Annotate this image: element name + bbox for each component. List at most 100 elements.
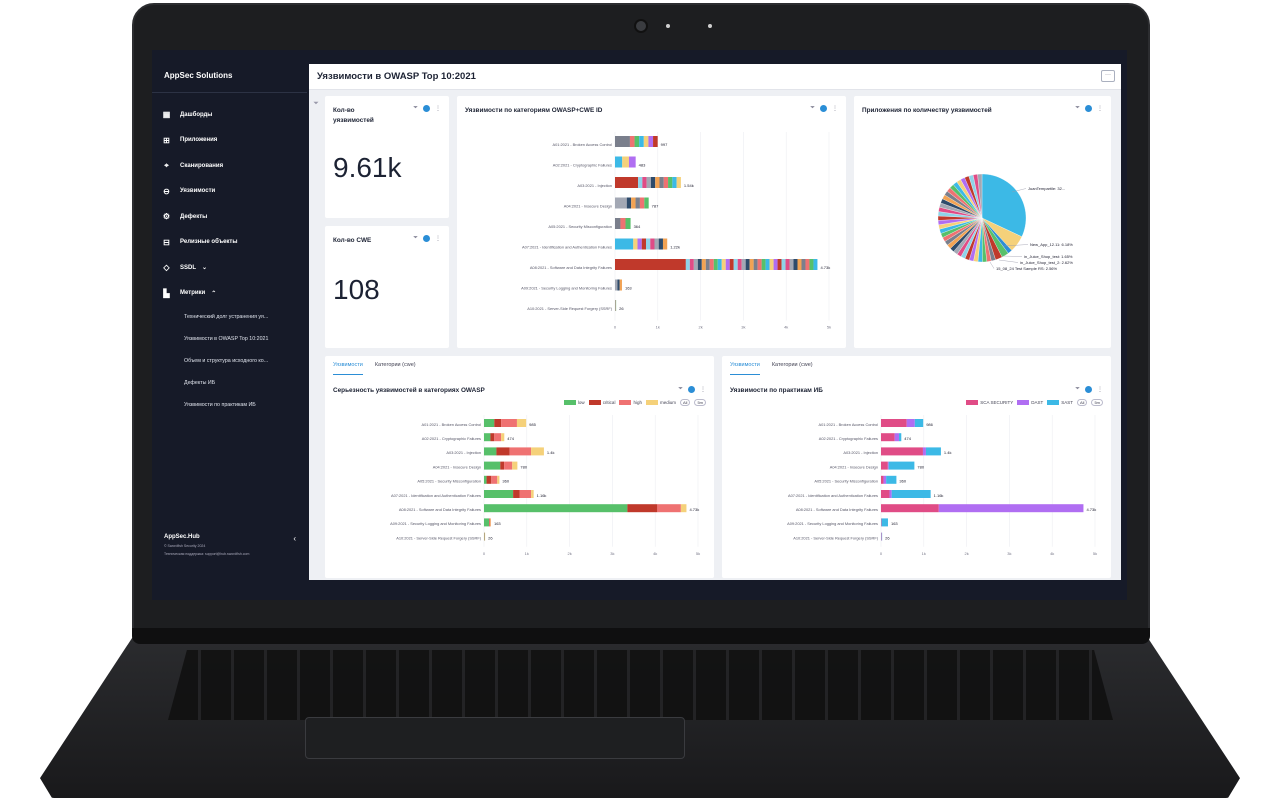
filter-icon[interactable]: ⏷ [1075,386,1080,392]
more-icon[interactable]: ⋮ [435,106,441,112]
bar-segment [489,518,491,527]
bar-segment [914,419,924,427]
collapse-sidebar-icon[interactable]: ‹ [293,534,296,543]
filter-icon[interactable]: ⏷ [413,235,418,241]
pill-5m[interactable]: 5m [1091,399,1103,406]
tab-categories-cwe[interactable]: Категории (cwe) [771,362,813,368]
x-tick-label: 0 [880,551,883,556]
bar-segment [672,177,677,188]
bar-segment [891,490,931,498]
sidebar-item-vulnerabilities[interactable]: ⊖ Уязвимости [162,179,302,205]
more-icon[interactable]: ⋮ [1097,106,1103,112]
bar-segment [617,279,620,291]
tab-vulnerabilities[interactable]: Уязвимости [730,362,760,375]
bar-segment [765,259,770,270]
filter-icon[interactable]: ⏷ [678,386,683,392]
bar-segment [490,433,495,442]
data-label: 360 [502,479,509,484]
apps-pie-chart-card: Приложения по количеству уязвимостей ⏷ ⋮ … [854,96,1111,348]
data-label: 985 [529,422,536,427]
brand-name[interactable]: AppSec Solutions [164,71,233,80]
legend-item-dast[interactable]: DAST [1017,400,1043,406]
legend-item-sca[interactable]: SCA SECURITY [966,400,1013,406]
more-icon[interactable]: ⋮ [1097,387,1103,393]
bar-segment [781,259,786,270]
bar-segment [509,447,532,456]
bar-segment [494,433,502,442]
info-icon[interactable] [423,105,430,112]
bar-segment [663,177,669,188]
sidebar-item-dashboards[interactable]: ▦ Дашборды [162,102,302,128]
bar-segment [634,136,640,147]
bar-segment [619,279,622,291]
divider [152,92,307,93]
card-tools: ⏷ ⋮ [810,105,838,112]
category-label: A08:2021 - Software and Data Integrity F… [530,265,612,270]
sidebar-subitem-source-volume[interactable]: Объем и структура исходного ко... [184,358,269,364]
gear-icon: ⚙ [162,212,171,222]
kpi-card-vulns: Кол-во уязвимостей ⏷ ⋮ 9.61k [325,96,449,218]
info-icon[interactable] [1085,105,1092,112]
legend-item-medium[interactable]: medium [645,400,676,406]
info-icon[interactable] [820,105,827,112]
filter-icon[interactable]: ⏷ [1075,105,1080,111]
bar-segment [625,218,631,229]
filter-icon[interactable]: ⏷ [810,105,815,111]
sidebar-item-label: Сканирования [180,162,224,169]
x-tick-label: 0 [614,325,617,330]
bar-segment [484,447,497,456]
category-label: A02:2021 - Cryptographic Failures [422,436,481,441]
more-icon[interactable]: ⋮ [435,236,441,242]
sidebar-item-ssdl[interactable]: ◇ SSDL ⌄ [162,255,302,281]
sidebar-item-metrics[interactable]: ▙ Метрики ⌃ [162,281,302,307]
legend-item-low[interactable]: low [563,400,585,406]
bar-segment [633,238,638,250]
bar-segment [500,461,505,470]
data-label: 474 [507,436,514,441]
chart-title: Серьезность уязвимостей в категориях OWA… [333,387,485,394]
tab-vulnerabilities[interactable]: Уязвимости [333,362,363,375]
more-icon[interactable]: ⋮ [832,106,838,112]
bar-segment [889,490,892,498]
sidebar-subitem-practices[interactable]: Уязвимости по практикам ИБ [184,402,256,408]
legend-item-sast[interactable]: SAST [1047,400,1073,406]
chevron-down-icon: ⌄ [202,265,208,272]
sidebar-subitem-owasp[interactable]: Уязвимости в OWASP Top 10:2021 [184,336,269,342]
pill-5m[interactable]: 5m [694,399,706,406]
info-icon[interactable] [688,386,695,393]
bar-segment [615,238,634,250]
tab-categories-cwe[interactable]: Категории (cwe) [374,362,416,368]
filter-panel-toggle[interactable]: ⏷ [309,90,323,580]
info-icon[interactable] [423,235,430,242]
pie-slice [981,173,1027,237]
bar-segment [717,259,722,270]
footer-support[interactable]: Техническая поддержка: support@hub.sword… [164,552,250,556]
sidebar-item-releases[interactable]: ⊟ Релизные объекты [162,230,302,256]
sidebar-item-scans[interactable]: ⌖ Сканирования [162,153,302,179]
more-icon[interactable]: ⋮ [700,387,706,393]
pill-all[interactable]: All [1076,399,1088,406]
legend-item-high[interactable]: high [619,400,642,406]
bar-segment [501,419,517,427]
sidebar-item-apps[interactable]: ⊞ Приложения [162,128,302,154]
bar-segment [793,259,798,270]
bar-segment [886,475,897,484]
sidebar-item-defects[interactable]: ⚙ Дефекты [162,204,302,230]
sidebar-subitem-tech-debt[interactable]: Технический долг устранения уя... [184,314,269,320]
pill-all[interactable]: All [679,399,691,406]
sidebar-subitem-defects-ib[interactable]: Дефекты ИБ [184,380,216,386]
bar-segment [805,259,810,270]
data-label: 4.73k [1086,507,1096,512]
data-label: 997 [661,142,668,147]
menu-button[interactable]: ··· [1101,70,1115,82]
bar-segment [894,433,899,442]
info-icon[interactable] [1085,386,1092,393]
bar-segment [504,461,513,470]
x-tick-label: 2k [698,325,702,330]
bar-segment [749,259,754,270]
bar-segment [881,419,907,427]
data-label: 360 [899,479,906,484]
filter-icon[interactable]: ⏷ [413,105,418,111]
bar-segment [721,259,726,270]
legend-item-critical[interactable]: critical [588,400,615,406]
